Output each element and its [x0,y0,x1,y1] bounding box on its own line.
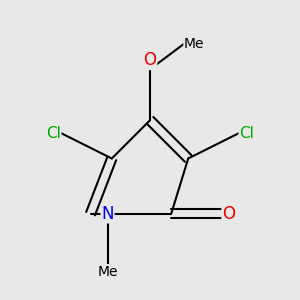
Text: Me: Me [97,265,118,279]
Text: Cl: Cl [46,125,61,140]
Text: Cl: Cl [239,125,254,140]
Text: O: O [222,205,235,223]
Text: N: N [101,205,114,223]
Text: Me: Me [184,37,205,51]
Text: O: O [143,51,157,69]
